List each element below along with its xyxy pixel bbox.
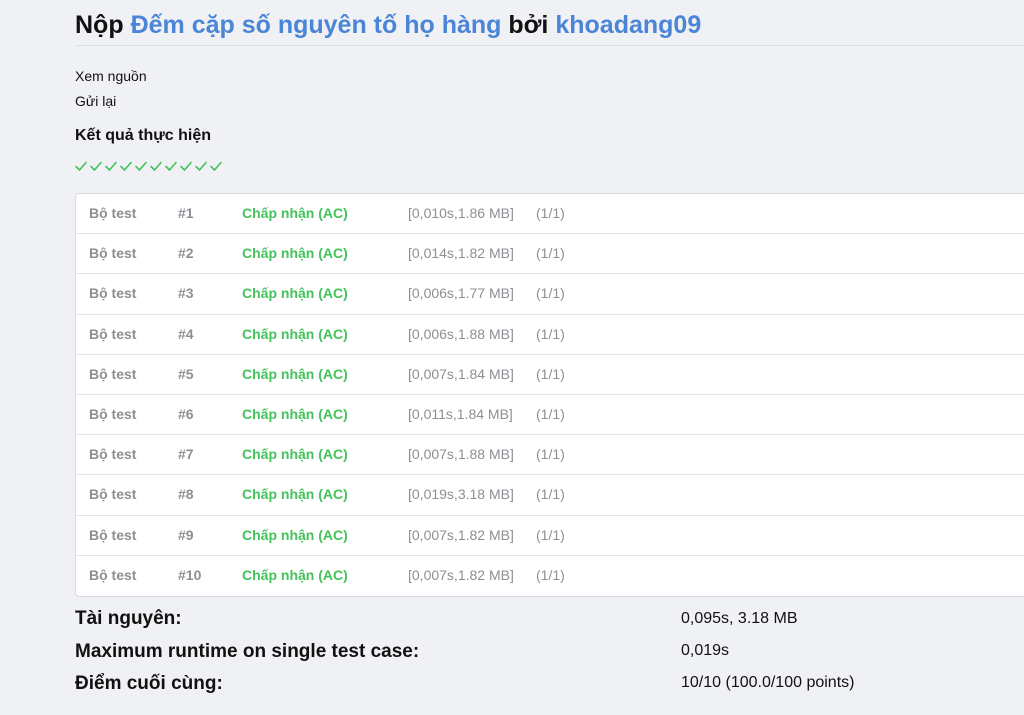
- title-by: bởi: [508, 11, 549, 39]
- test-row: Bộ test #5 Chấp nhận (AC) [0,007s,1.84 MB] (…: [76, 355, 1024, 395]
- test-points: (1/1): [536, 405, 565, 422]
- test-label: Bộ test: [89, 285, 137, 302]
- test-label: Bộ test: [89, 365, 137, 382]
- test-label: Bộ test: [89, 405, 137, 422]
- test-row: Bộ test #7 Chấp nhận (AC) [0,007s,1.88 MB] (…: [76, 435, 1024, 476]
- test-number: #8: [178, 486, 194, 503]
- check-icon: [75, 161, 87, 171]
- test-status: Chấp nhận (AC): [242, 325, 348, 342]
- test-points: (1/1): [536, 526, 565, 543]
- resubmit-link[interactable]: Gửi lại: [75, 93, 117, 109]
- final-score-value: 10/10 (100.0/100 points): [681, 674, 855, 691]
- test-status: Chấp nhận (AC): [242, 365, 348, 382]
- test-number: #4: [178, 325, 194, 342]
- test-row: Bộ test #3 Chấp nhận (AC) [0,006s,1.77 MB] (…: [76, 274, 1024, 315]
- test-row: Bộ test #1 Chấp nhận (AC) [0,010s,1.86 MB] (…: [76, 194, 1024, 235]
- test-label: Bộ test: [89, 526, 137, 543]
- test-time-memory: [0,007s,1.82 MB]: [408, 566, 514, 583]
- test-time-memory: [0,006s,1.88 MB]: [408, 325, 514, 342]
- resources-value: 0,095s, 3.18 MB: [681, 610, 798, 627]
- test-points: (1/1): [536, 245, 565, 262]
- test-points: (1/1): [536, 446, 565, 463]
- check-icon: [210, 161, 222, 171]
- test-time-memory: [0,007s,1.82 MB]: [408, 526, 514, 543]
- test-label: Bộ test: [89, 486, 137, 503]
- test-status: Chấp nhận (AC): [242, 205, 348, 221]
- test-status: Chấp nhận (AC): [242, 446, 348, 463]
- test-results-table: Bộ test #1 Chấp nhận (AC) [0,010s,1.86 MB] (…: [75, 193, 1024, 597]
- test-time-memory: [0,011s,1.84 MB]: [408, 405, 513, 422]
- check-icon: [120, 161, 132, 171]
- test-time-memory: [0,007s,1.84 MB]: [408, 365, 514, 382]
- check-icon: [150, 161, 162, 171]
- test-row: Bộ test #9 Chấp nhận (AC) [0,007s,1.82 MB] (…: [76, 516, 1024, 556]
- test-number: #7: [178, 446, 194, 463]
- title-prefix: Nộp: [75, 11, 124, 39]
- test-time-memory: [0,019s,3.18 MB]: [408, 486, 514, 503]
- check-icon: [165, 161, 177, 171]
- final-score-label: Điểm cuối cùng:: [75, 673, 223, 694]
- test-row: Bộ test #10 Chấp nhận (AC) [0,007s,1.82 MB]…: [76, 556, 1024, 596]
- test-status: Chấp nhận (AC): [242, 526, 348, 543]
- view-source-link[interactable]: Xem nguồn: [75, 68, 147, 84]
- check-icon: [195, 161, 207, 171]
- title-divider: [75, 45, 1024, 46]
- problem-link[interactable]: Đếm cặp số nguyên tố họ hàng: [130, 11, 502, 39]
- test-points: (1/1): [536, 325, 565, 342]
- test-time-memory: [0,006s,1.77 MB]: [408, 285, 514, 302]
- test-number: #3: [178, 285, 194, 302]
- check-icon: [105, 161, 117, 171]
- max-runtime-value: 0,019s: [681, 642, 730, 659]
- test-points: (1/1): [536, 566, 565, 583]
- test-number: #2: [178, 245, 194, 262]
- test-status: Chấp nhận (AC): [242, 486, 348, 503]
- test-time-memory: [0,010s,1.86 MB]: [408, 205, 514, 221]
- test-check-strip: [74, 159, 223, 173]
- test-status: Chấp nhận (AC): [242, 405, 348, 422]
- test-number: #6: [178, 405, 194, 422]
- test-status: Chấp nhận (AC): [242, 285, 348, 302]
- max-runtime-label: Maximum runtime on single test case:: [75, 641, 420, 662]
- test-points: (1/1): [536, 486, 565, 503]
- test-row: Bộ test #8 Chấp nhận (AC) [0,019s,3.18 MB] (…: [76, 475, 1024, 516]
- page-title: Nộp Đếm cặp số nguyên tố họ hàng bởi kho…: [75, 11, 701, 40]
- test-time-memory: [0,014s,1.82 MB]: [408, 245, 514, 262]
- results-heading: Kết quả thực hiện: [75, 127, 212, 144]
- test-status: Chấp nhận (AC): [242, 245, 348, 262]
- test-points: (1/1): [536, 285, 565, 302]
- test-number: #10: [178, 566, 202, 583]
- test-row: Bộ test #2 Chấp nhận (AC) [0,014s,1.82 MB] (…: [76, 234, 1024, 275]
- test-time-memory: [0,007s,1.88 MB]: [408, 446, 514, 463]
- test-status: Chấp nhận (AC): [242, 566, 348, 583]
- test-number: #1: [178, 205, 194, 221]
- test-label: Bộ test: [89, 205, 137, 221]
- test-label: Bộ test: [89, 566, 137, 583]
- test-number: #5: [178, 365, 194, 382]
- test-label: Bộ test: [89, 245, 137, 262]
- test-label: Bộ test: [89, 446, 137, 463]
- check-icon: [180, 161, 192, 171]
- test-points: (1/1): [536, 205, 565, 221]
- test-points: (1/1): [536, 365, 565, 382]
- user-link[interactable]: khoadang09: [555, 11, 702, 39]
- test-row: Bộ test #4 Chấp nhận (AC) [0,006s,1.88 MB] (…: [76, 315, 1024, 355]
- test-row: Bộ test #6 Chấp nhận (AC) [0,011s,1.84 MB] (…: [76, 395, 1024, 436]
- check-icon: [90, 161, 102, 171]
- resources-label: Tài nguyên:: [75, 608, 182, 629]
- test-label: Bộ test: [89, 325, 137, 342]
- check-icon: [135, 161, 147, 171]
- test-number: #9: [178, 526, 194, 543]
